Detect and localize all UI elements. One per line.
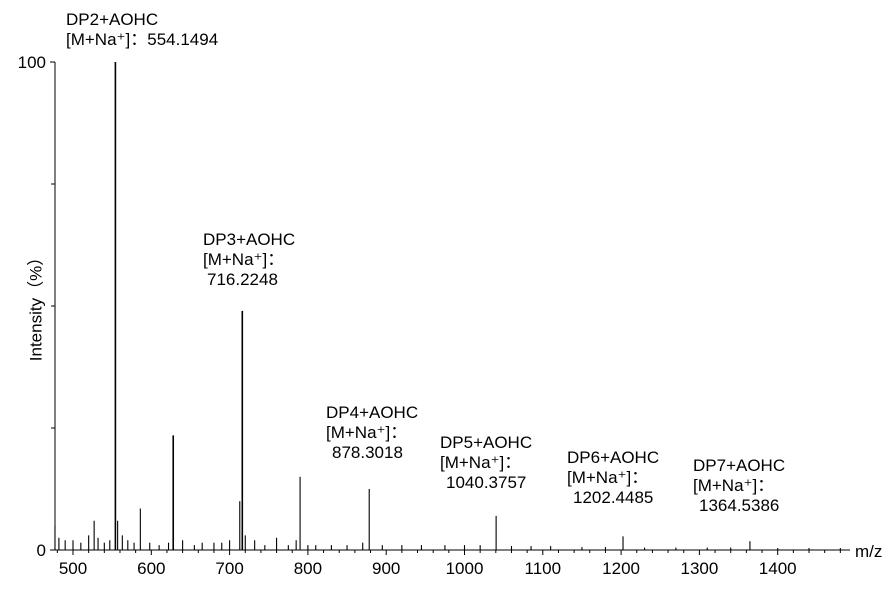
x-tick-label-5: 1000: [446, 559, 484, 578]
annotation-ion: [M+Na⁺]：: [567, 468, 649, 487]
y-axis-ticks: 0 100: [18, 53, 55, 560]
annotation-ion: [M+Na⁺]：: [66, 30, 148, 49]
x-tick-label-7: 1200: [602, 559, 640, 578]
annotation-dp5: DP5+AOHC [M+Na⁺]： 1040.3757: [440, 433, 532, 493]
x-axis-label: m/z: [855, 542, 883, 561]
annotation-mz: 1040.3757: [446, 473, 527, 492]
annotation-name: DP6+AOHC: [567, 448, 660, 467]
annotation-name: DP3+AOHC: [203, 230, 296, 249]
x-tick-label-3: 800: [294, 559, 322, 578]
annotation-ion: [M+Na⁺]：: [326, 423, 408, 442]
annotation-mz: 1202.4485: [573, 488, 654, 507]
annotation-mz: 878.3018: [332, 443, 403, 462]
annotation-dp7: DP7+AOHC [M+Na⁺]： 1364.5386: [693, 456, 785, 516]
spectrum-peaks: [54, 62, 841, 550]
annotation-name: DP7+AOHC: [693, 456, 786, 475]
annotation-dp3: DP3+AOHC [M+Na⁺]： 716.2248: [203, 230, 295, 290]
x-tick-label-9: 1400: [759, 559, 797, 578]
y-tick-label-1: 100: [18, 53, 46, 72]
annotation-mz: 1364.5386: [699, 496, 780, 515]
y-tick-label-0: 0: [37, 541, 46, 560]
annotation-ion: [M+Na⁺]：: [693, 476, 775, 495]
annotation-mz: 716.2248: [207, 270, 278, 289]
x-tick-label-6: 1100: [525, 559, 562, 578]
annotation-name: DP5+AOHC: [440, 433, 533, 452]
annotation-ion: [M+Na⁺]：: [203, 250, 285, 269]
x-tick-label-8: 1300: [680, 559, 718, 578]
x-tick-label-4: 900: [372, 559, 400, 578]
annotation-name: DP4+AOHC: [326, 403, 419, 422]
annotation-dp6: DP6+AOHC [M+Na⁺]： 1202.4485: [567, 448, 659, 508]
x-tick-label-0: 500: [59, 559, 87, 578]
annotation-ion-line: [M+Na⁺]：554.1494: [66, 30, 218, 50]
x-tick-label-1: 600: [137, 559, 165, 578]
annotation-name: DP2+AOHC: [66, 10, 159, 29]
y-axis-label: Intensity（%）: [26, 248, 46, 362]
annotation-ion: [M+Na⁺]：: [440, 453, 522, 472]
annotation-dp4: DP4+AOHC [M+Na⁺]： 878.3018: [326, 403, 418, 463]
annotation-mz: 554.1494: [147, 30, 219, 49]
annotation-dp2: DP2+AOHC [M+Na⁺]：554.1494: [66, 10, 218, 50]
x-tick-label-2: 700: [215, 559, 243, 578]
x-axis-ticks: 500 600 700 800 900 1000 1100 1200 1300 1400: [56, 550, 841, 578]
